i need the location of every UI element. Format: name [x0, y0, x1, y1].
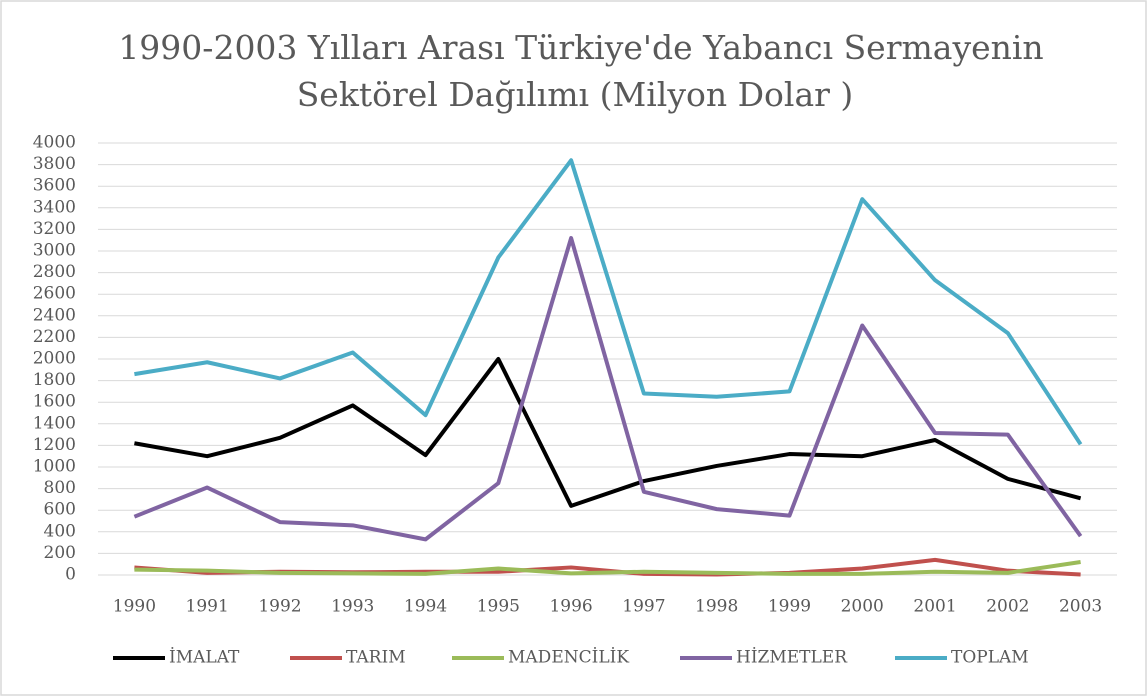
y-tick-label: 1400: [33, 413, 76, 433]
x-tick-label: 1998: [695, 597, 738, 617]
series-line: [133, 236, 1083, 542]
y-tick-label: 400: [44, 521, 76, 541]
y-tick-label: 3600: [33, 176, 76, 196]
legend-label: TOPLAM: [951, 648, 1029, 668]
legend-label: TARIM: [346, 648, 406, 668]
y-tick-label: 2600: [33, 284, 76, 304]
y-tick-label: 1000: [33, 457, 76, 477]
series-line: [134, 158, 1083, 446]
legend-label: MADENCİLİK: [508, 647, 629, 668]
y-tick-label: 2400: [33, 305, 76, 325]
x-tick-label: 2001: [913, 597, 956, 617]
x-tick-label: 1990: [113, 597, 156, 617]
y-tick-label: 4000: [33, 133, 76, 153]
y-tick-label: 2200: [33, 327, 76, 347]
x-tick-label: 1991: [186, 597, 229, 617]
series-line: [134, 357, 1082, 508]
y-tick-label: 2000: [33, 349, 76, 369]
y-tick-label: 200: [44, 543, 76, 563]
legend-label: İMALAT: [169, 647, 240, 668]
x-tick-label: 1996: [549, 597, 592, 617]
y-tick-label: 1600: [33, 392, 76, 412]
x-tick-label: 1997: [622, 597, 665, 617]
x-tick-label: 1993: [331, 597, 374, 617]
legend-label: HİZMETLER: [736, 647, 848, 668]
x-tick-label: 1992: [258, 597, 301, 617]
y-tick-label: 1200: [33, 435, 76, 455]
x-tick-label: 1995: [477, 597, 520, 617]
y-tick-label: 800: [44, 478, 76, 498]
x-tick-label: 2002: [986, 597, 1029, 617]
chart-title: 1990-2003 Yılları Arası Türkiye'de Yaban…: [118, 28, 1043, 67]
x-tick-label: 2000: [841, 597, 884, 617]
series-line: [134, 560, 1081, 576]
y-tick-label: 2800: [33, 262, 76, 282]
y-tick-label: 3200: [33, 219, 76, 239]
x-tick-label: 1999: [768, 597, 811, 617]
y-tick-label: 3000: [33, 241, 76, 261]
y-tick-label: 3400: [33, 197, 76, 217]
y-tick-label: 0: [65, 565, 76, 585]
x-tick-label: 1994: [404, 597, 447, 617]
y-tick-label: 3800: [33, 154, 76, 174]
x-tick-label: 2003: [1059, 597, 1102, 617]
chart-title: Sektörel Dağılımı (Milyon Dolar ): [297, 75, 854, 114]
y-tick-label: 1800: [33, 370, 76, 390]
y-tick-label: 600: [44, 500, 76, 520]
